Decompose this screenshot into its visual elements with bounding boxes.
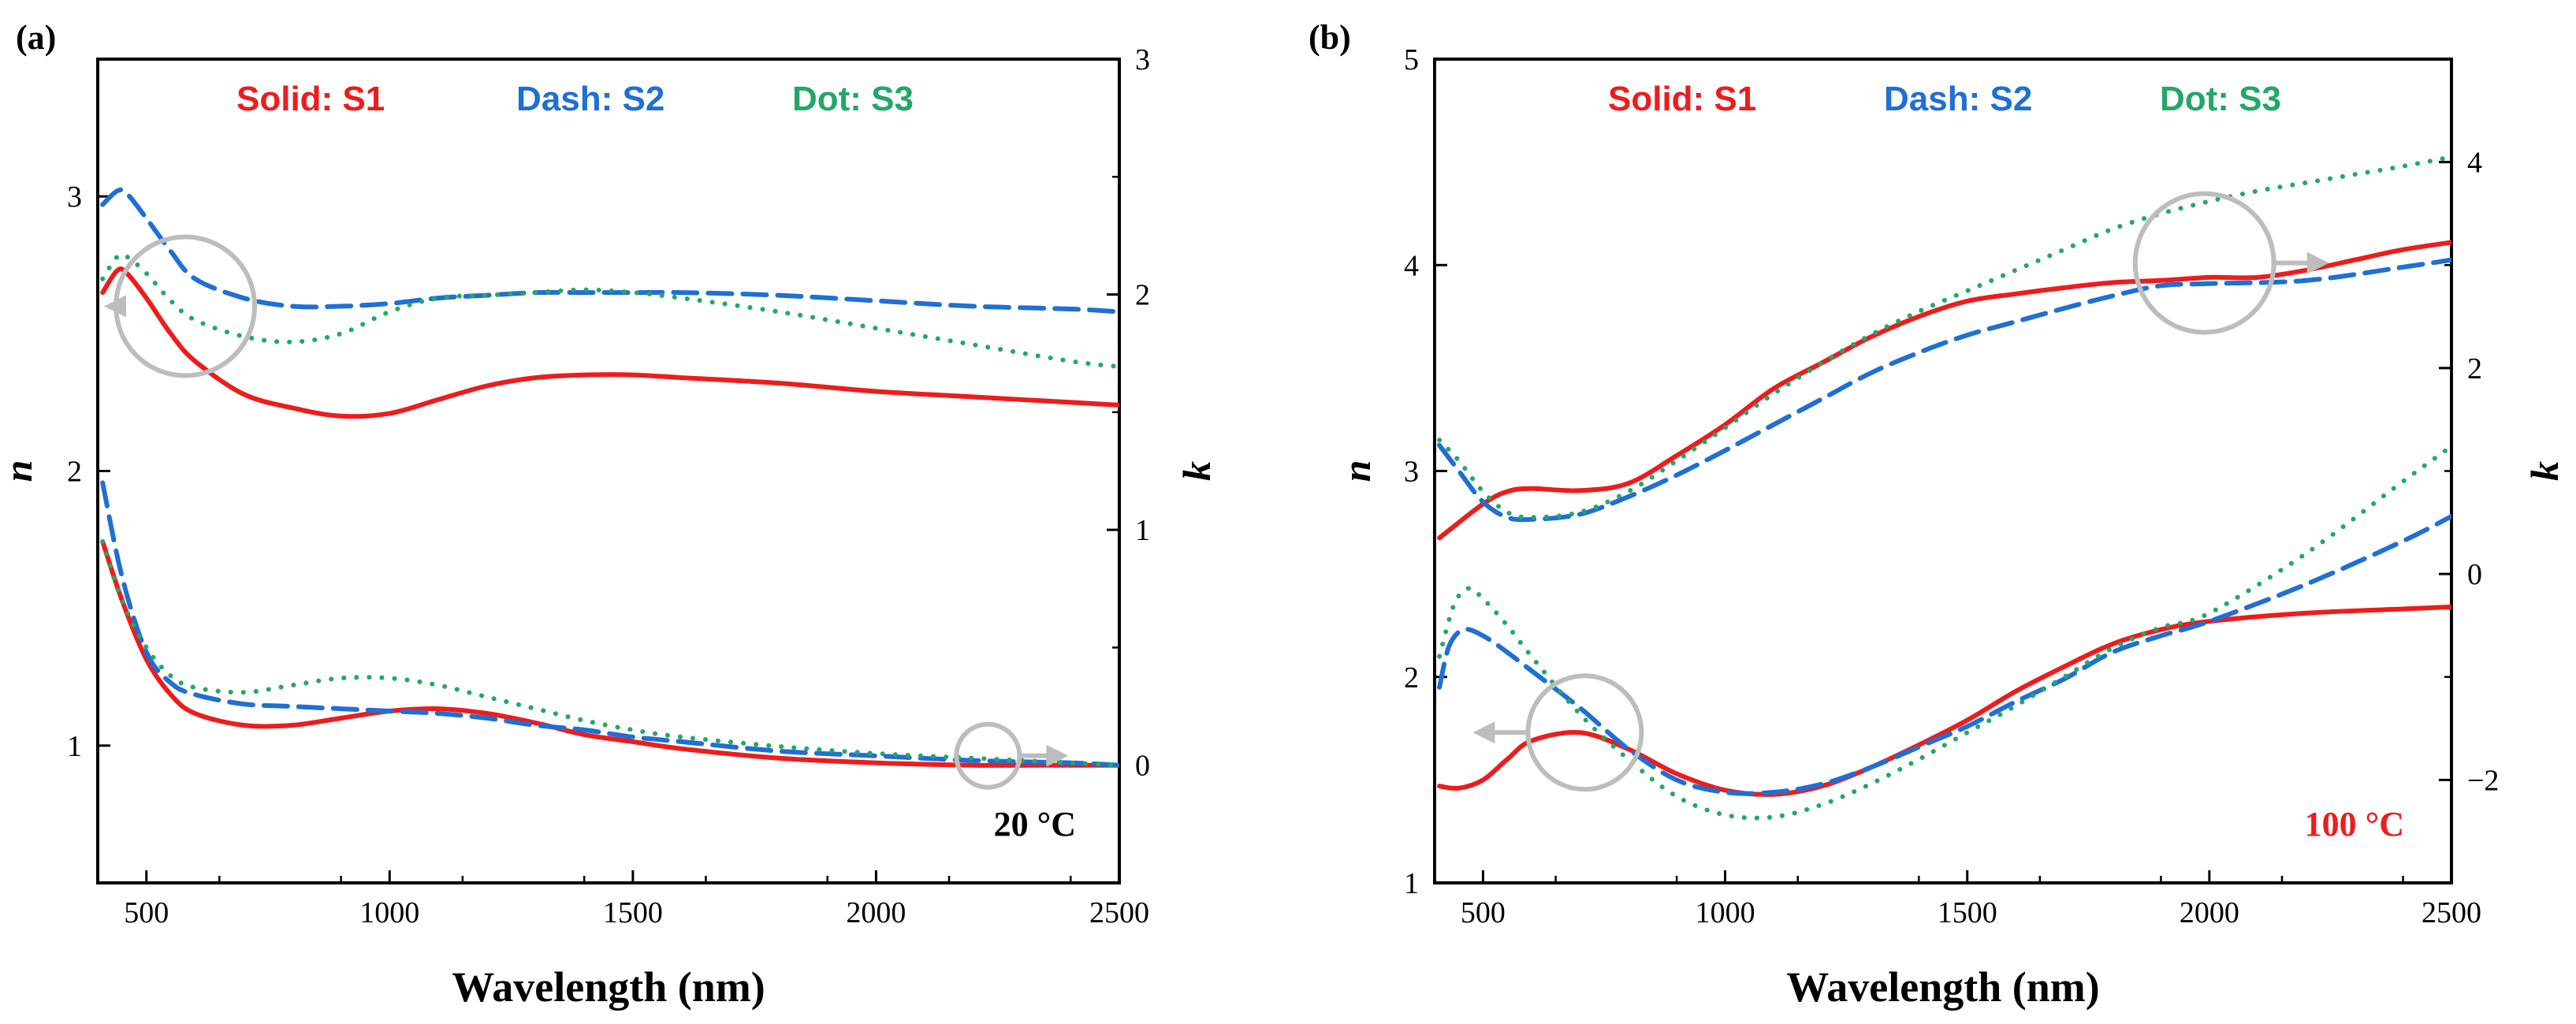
series-s3-n-line — [1437, 444, 2451, 821]
series-s1-n-line — [1437, 604, 2451, 797]
legend-item-s3: Dot: S3 — [792, 80, 914, 118]
series-group — [100, 187, 1119, 768]
series-s1-n-line — [100, 266, 1119, 419]
x-tick-label: 1500 — [603, 896, 663, 929]
y-left-tick-label: 3 — [1404, 456, 1419, 489]
legend-item-s1: Solid: S1 — [1608, 80, 1756, 118]
legend-item-s2: Dash: S2 — [516, 80, 664, 118]
y-right-tick-label: 2 — [2467, 352, 2482, 385]
y-right-tick-label: 2 — [1135, 279, 1150, 312]
panel-label: (a) — [16, 18, 56, 57]
y-right-axis-title: k — [2522, 461, 2567, 481]
series-s3-n-line — [100, 251, 1119, 370]
x-tick-label: 2000 — [846, 896, 906, 929]
x-tick-label: 500 — [124, 896, 169, 929]
legend-item-s1: Solid: S1 — [236, 80, 385, 118]
x-tick-label: 1000 — [1696, 896, 1755, 929]
arrow-head-icon — [1046, 744, 1069, 767]
panel-a: 500 1000 1500 2000 2500 1 2 3 0 1 2 3 Wavelength (nm… — [0, 18, 1219, 1011]
y-right-tick-label: 1 — [1135, 514, 1150, 547]
y-left-tick-label: 3 — [67, 181, 82, 214]
plot-frame — [1433, 58, 2453, 884]
x-axis-title: Wavelength (nm) — [1786, 963, 2100, 1011]
y-right-tick-label: 4 — [2467, 147, 2482, 180]
axis-indicator-circle — [954, 721, 1022, 790]
y-right-axis-title: k — [1174, 461, 1219, 481]
x-tick-label: 500 — [1461, 896, 1506, 929]
y-left-axis-title: n — [1335, 460, 1379, 482]
y-left-tick-label: 2 — [67, 456, 82, 489]
series-group — [1437, 155, 2451, 821]
series-s2-n-line — [1437, 514, 2451, 796]
temperature-label: 100 °C — [2305, 805, 2404, 843]
y-left-tick-label: 1 — [1404, 867, 1419, 900]
x-tick-label: 1500 — [1938, 896, 1997, 929]
series-s3-k-line — [1437, 155, 2451, 520]
x-tick-label: 2500 — [2422, 896, 2481, 929]
axis-indicator-circle — [2132, 191, 2276, 335]
x-tick-label: 2500 — [1089, 896, 1149, 929]
x-tick-label: 1000 — [359, 896, 419, 929]
series-s1-k-line — [1437, 240, 2451, 541]
series-s2-k-line — [1437, 257, 2451, 523]
y-left-tick-label: 2 — [1404, 661, 1419, 694]
panel-label: (b) — [1308, 18, 1351, 57]
arrow-head-icon — [1472, 721, 1495, 744]
y-left-tick-label: 5 — [1404, 43, 1419, 76]
legend-item-s2: Dash: S2 — [1884, 80, 2032, 118]
series-s1-k-line — [100, 539, 1119, 768]
y-right-tick-label: 0 — [2467, 558, 2482, 591]
y-right-tick-label: 3 — [1135, 43, 1150, 76]
legend-item-s3: Dot: S3 — [2160, 80, 2281, 118]
y-left-tick-label: 4 — [1404, 249, 1419, 282]
y-left-axis-title: n — [0, 460, 40, 482]
x-tick-label: 2000 — [2180, 896, 2239, 929]
y-right-tick-label: 0 — [1135, 750, 1150, 783]
arrow-head-icon — [2306, 251, 2329, 274]
x-axis-title: Wavelength (nm) — [452, 963, 765, 1011]
series-s2-k-line — [100, 480, 1119, 768]
panel-b: 500 1000 1500 2000 2500 1 2 3 4 5 −2 0 2 4 Wavelength … — [1308, 18, 2567, 1011]
arrow-head-icon — [104, 295, 126, 318]
series-s3-k-line — [100, 539, 1119, 768]
y-left-tick-label: 1 — [67, 730, 82, 763]
y-right-tick-label: −2 — [2467, 764, 2499, 797]
temperature-label: 20 °C — [994, 805, 1076, 843]
